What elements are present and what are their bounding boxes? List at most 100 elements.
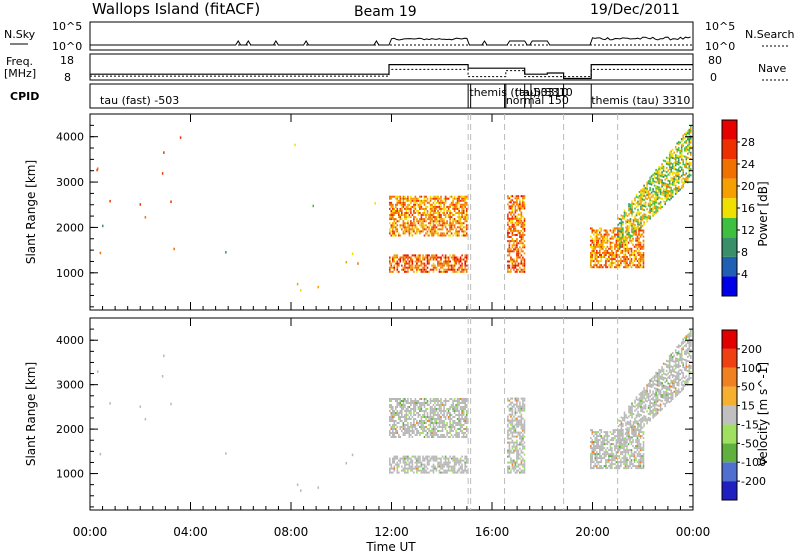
power-cell [173,247,175,251]
power-cell [435,266,438,269]
velocity-cell [435,398,438,400]
power-cell [413,224,415,227]
velocity-cell [438,404,441,406]
velocity-cell [507,423,509,426]
velocity-cell [431,432,433,434]
power-cell [590,264,592,267]
power-cell [517,223,520,226]
power-cell [423,266,426,269]
power-cell [662,184,665,187]
power-cell [633,258,636,261]
velocity-cell [417,416,420,418]
velocity-cell [624,437,627,440]
power-cell [630,241,633,244]
power-cell [523,197,526,200]
velocity-cell [647,398,650,401]
velocity-cell [396,400,399,402]
power-cell [414,254,417,257]
velocity-cell [602,437,604,440]
power-cell [667,198,669,201]
velocity-cell [465,412,468,414]
power-cell [687,138,689,141]
velocity-cell [455,400,457,402]
velocity-cell [402,426,405,428]
velocity-cell [620,463,622,466]
power-cell [674,168,677,171]
power-cell [609,237,612,240]
velocity-cell [661,376,663,379]
power-cell [639,260,642,263]
velocity-cell [688,338,691,341]
power-cell [680,150,683,153]
velocity-cell [641,431,643,434]
velocity-cell [516,405,518,408]
velocity-cell [438,406,441,408]
power-cell [449,220,451,223]
velocity-cell [619,429,621,432]
velocity-cell [670,373,672,376]
power-cell [396,224,399,227]
power-cell [638,229,640,232]
velocity-cell [603,443,606,446]
velocity-cell [612,453,615,456]
velocity-cell [444,461,447,464]
power-cell [514,248,517,251]
power-cell [464,197,466,200]
power-cell [603,254,606,256]
velocity-cell [462,412,465,414]
power-cell [432,197,435,200]
power-cell [401,218,403,221]
velocity-cell [429,414,432,416]
velocity-cell [608,465,610,468]
velocity-cell [605,453,607,456]
power-cell [426,254,429,257]
power-cell [420,203,423,206]
power-cell [638,245,640,248]
power-cell [658,172,660,175]
power-cell [690,164,692,167]
power-cell [408,207,411,210]
velocity-cell [606,437,609,440]
velocity-cell [632,441,634,444]
velocity-cell [405,455,408,458]
power-cell [432,264,435,267]
power-cell [420,220,423,223]
velocity-cell [455,424,457,426]
velocity-cell [668,389,671,391]
power-cell [390,266,393,269]
velocity-cell [395,398,397,400]
power-cell [655,187,657,190]
velocity-cell [517,431,520,434]
power-cell [414,222,417,225]
power-cell [517,229,520,232]
velocity-cell [465,434,468,436]
velocity-cell [437,400,439,402]
power-cell [510,201,512,204]
power-cell [507,254,509,257]
velocity-cell [664,391,666,394]
power-cell [600,245,603,248]
power-cell [390,197,393,200]
power-cell [662,182,665,185]
velocity-cell [523,445,526,448]
velocity-cell [393,398,396,400]
velocity-cell [438,414,441,416]
velocity-cell [456,422,459,424]
power-cell [668,198,671,201]
power-cell [638,241,640,244]
velocity-cell [638,445,640,448]
velocity-cell [638,397,641,400]
velocity-cell [453,469,456,472]
power-cell [413,218,415,221]
power-cell [611,256,613,258]
velocity-cell [655,391,657,394]
power-cell [522,246,524,249]
power-cell [600,243,603,246]
velocity-cell [440,408,442,410]
velocity-cell [514,411,517,414]
velocity-cell [511,413,514,416]
power-cell [438,214,441,216]
power-cell [389,266,391,269]
power-cell [443,197,445,200]
velocity-cell [647,392,650,395]
